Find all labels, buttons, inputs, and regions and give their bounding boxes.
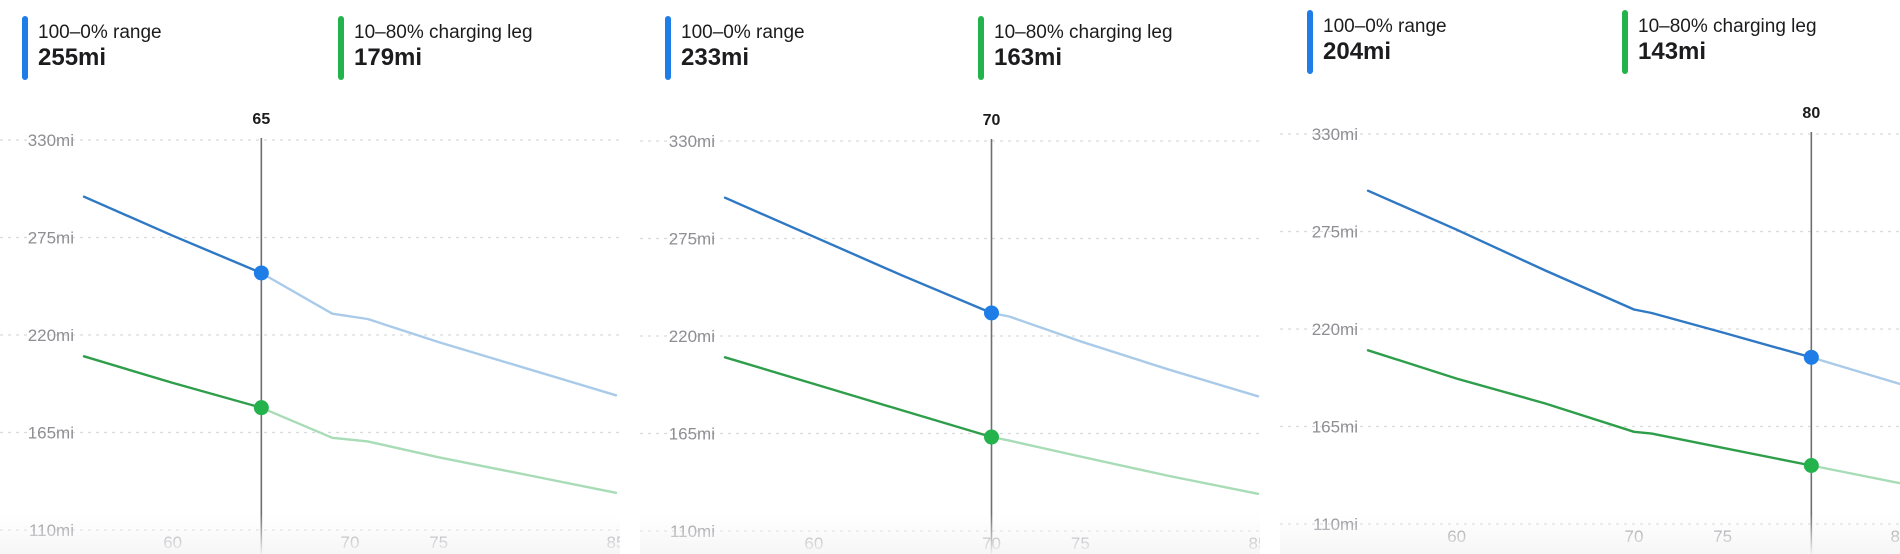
range-series-line-upcoming <box>260 271 618 397</box>
y-tick-label: 165mi <box>669 425 715 444</box>
range-series-line <box>723 196 993 315</box>
legend-range-value: 233mi <box>681 44 750 71</box>
y-tick-label: 110mi <box>29 521 74 540</box>
legend-charging-swatch <box>1622 10 1628 74</box>
cursor-label: 65 <box>252 111 270 128</box>
line-chart-1[interactable]: 330mi 275mi 220mi 165mi 110mi 60 70 75 85 65 <box>0 0 620 554</box>
y-tick-label: 110mi <box>1313 515 1358 534</box>
legend-range-3: 100–0% range 204mi <box>1307 10 1447 74</box>
line-chart-3[interactable]: 330mi 275mi 220mi 165mi 110mi 60 70 75 85 80 <box>1280 0 1900 554</box>
y-tick-label: 275mi <box>1312 223 1358 242</box>
x-tick-label: 85 <box>607 533 620 552</box>
x-tick-label: 60 <box>804 534 823 553</box>
charging-series-line-upcoming <box>260 406 618 494</box>
line-chart-2[interactable]: 330mi275mi220mi165mi110mi6070758570 <box>640 0 1260 554</box>
charging-series-line <box>82 355 263 409</box>
y-tick-label: 330mi <box>1312 125 1358 144</box>
legend-charging-3: 10–80% charging leg 143mi <box>1622 10 1817 74</box>
cursor-label: 80 <box>1802 105 1820 122</box>
y-tick-label: 275mi <box>669 230 715 249</box>
y-tick-label: 110mi <box>670 522 715 541</box>
chart-panel-2: 100–0% range 233mi 10–80% charging leg 1… <box>640 0 1260 554</box>
legend-range-value: 204mi <box>1323 38 1392 65</box>
x-tick-label: 85 <box>1249 534 1260 553</box>
legend-charging-swatch <box>978 16 984 80</box>
range-series-line-upcoming <box>1810 356 1900 386</box>
x-tick-label: 75 <box>1071 534 1090 553</box>
y-tick-label: 330mi <box>28 131 74 150</box>
charging-series-line <box>1366 349 1813 467</box>
x-tick-label: 85 <box>1891 527 1900 546</box>
y-tick-label: 220mi <box>1312 320 1358 339</box>
legend-charging-label: 10–80% charging leg <box>994 22 1173 43</box>
legend-range-label: 100–0% range <box>1323 16 1447 37</box>
legend-charging-2: 10–80% charging leg 163mi <box>978 16 1173 80</box>
cursor-label: 70 <box>983 112 1001 129</box>
y-tick-label: 165mi <box>1312 418 1358 437</box>
range-series-line <box>1366 189 1813 359</box>
legend-charging-label: 10–80% charging leg <box>354 22 533 43</box>
chart-panel-1: 100–0% range 255mi 10–80% charging leg 1… <box>0 0 620 554</box>
y-tick-label: 220mi <box>28 326 74 345</box>
charging-cursor-point[interactable] <box>984 429 999 445</box>
x-tick-label: 70 <box>1625 527 1644 546</box>
charging-series-line-upcoming <box>1810 464 1900 485</box>
legend-range-2: 100–0% range 233mi <box>665 16 805 80</box>
y-tick-label: 275mi <box>28 229 74 248</box>
x-tick-label: 75 <box>1713 527 1732 546</box>
legend-range-label: 100–0% range <box>38 22 162 43</box>
legend-range-label: 100–0% range <box>681 22 805 43</box>
legend-charging-swatch <box>338 16 344 80</box>
range-series-line-upcoming <box>990 311 1260 398</box>
chart-panel-3: 100–0% range 204mi 10–80% charging leg 1… <box>1280 0 1900 554</box>
x-tick-label: 60 <box>1447 527 1466 546</box>
legend-range-swatch <box>1307 10 1313 74</box>
legend-range-swatch <box>665 16 671 80</box>
legend-charging-value: 163mi <box>994 44 1063 71</box>
range-series-line <box>82 195 263 275</box>
x-tick-label: 60 <box>163 533 182 552</box>
range-cursor-point[interactable] <box>984 305 999 321</box>
y-tick-label: 165mi <box>28 424 74 443</box>
x-tick-label: 75 <box>429 533 448 552</box>
legend-range-1: 100–0% range 255mi <box>22 16 162 80</box>
range-cursor-point[interactable] <box>1803 349 1819 365</box>
legend-charging-1: 10–80% charging leg 179mi <box>338 16 533 80</box>
charging-cursor-point[interactable] <box>1803 458 1819 473</box>
legend-range-swatch <box>22 16 28 80</box>
range-cursor-point[interactable] <box>253 265 269 281</box>
legend-charging-value: 179mi <box>354 44 423 71</box>
y-tick-label: 330mi <box>669 132 715 151</box>
legend-range-value: 255mi <box>38 44 107 71</box>
legend-charging-label: 10–80% charging leg <box>1638 16 1817 37</box>
charging-cursor-point[interactable] <box>253 400 269 416</box>
x-tick-label: 70 <box>341 533 360 552</box>
charging-series-line-upcoming <box>990 435 1260 495</box>
y-tick-label: 220mi <box>669 327 715 346</box>
legend-charging-value: 143mi <box>1638 38 1707 65</box>
charging-series-line <box>723 356 993 439</box>
